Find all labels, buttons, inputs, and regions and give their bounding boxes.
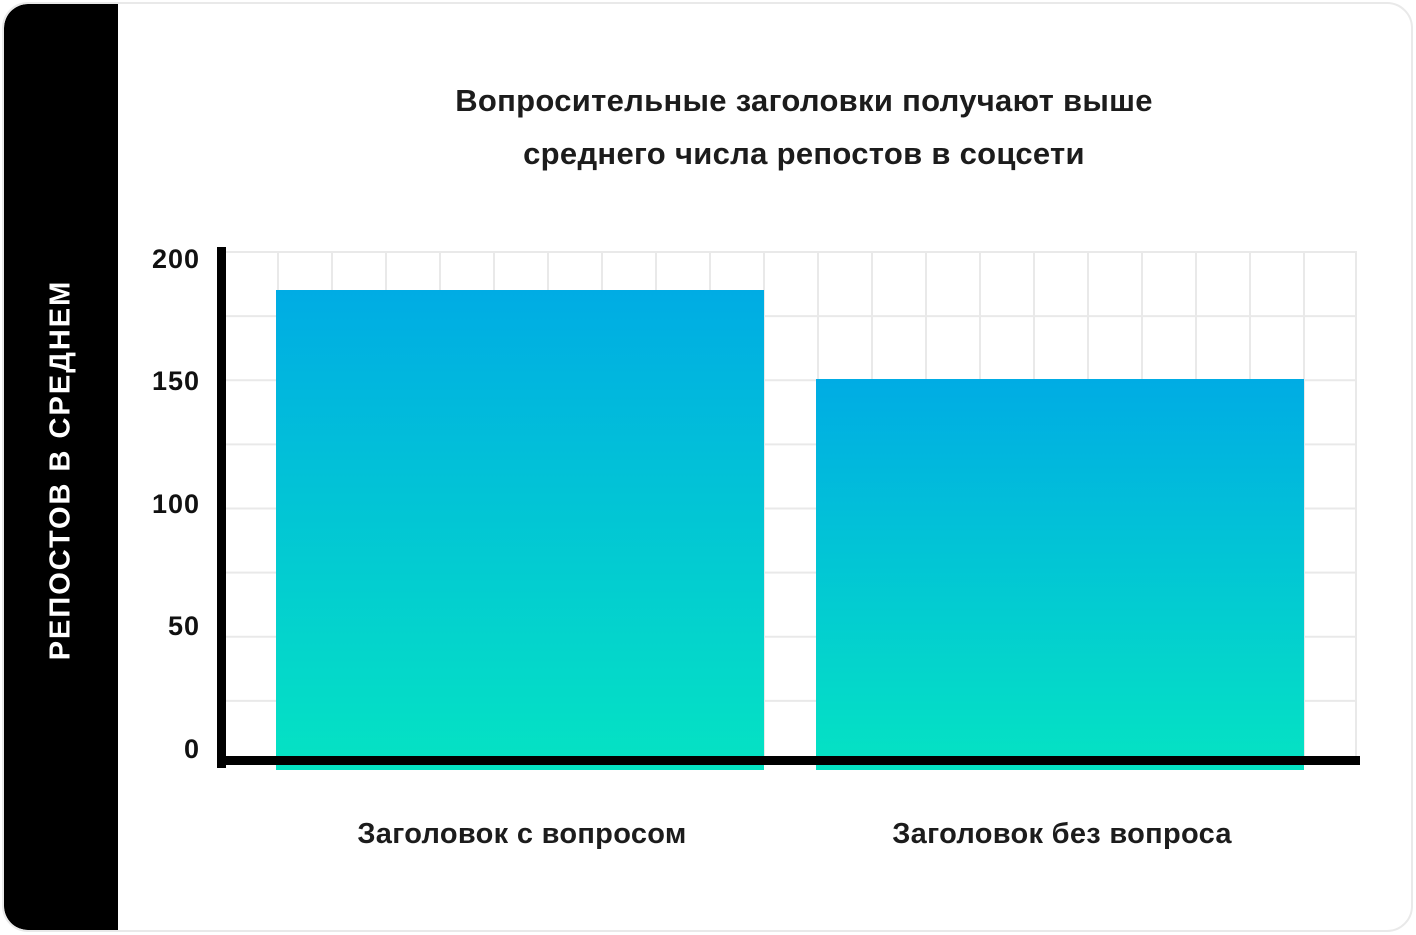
x-category-label-without-question: Заголовок без вопроса	[892, 818, 1232, 850]
plot-area	[223, 251, 1357, 770]
y-tick-100: 100	[151, 489, 200, 519]
y-tick-150: 150	[151, 366, 200, 396]
x-category-label-with-question: Заголовок с вопросом	[357, 818, 687, 850]
y-axis-title: РЕПОСТОВ В СРЕДНЕМ	[44, 279, 77, 661]
x-axis-line	[217, 756, 1360, 765]
y-axis-line	[217, 247, 226, 768]
bar-headline-with-question	[276, 289, 764, 770]
chart-title-line-1: Вопросительные заголовки получают выше	[455, 83, 1153, 118]
chart-title-line-2: среднего числа репостов в соцсети	[523, 136, 1085, 171]
y-tick-200: 200	[151, 244, 200, 274]
y-tick-50: 50	[167, 611, 200, 641]
chart-title: Вопросительные заголовки получают выше с…	[196, 74, 1411, 180]
bar-headline-without-question	[816, 379, 1304, 770]
y-tick-0: 0	[183, 734, 200, 764]
y-axis-title-sidebar: РЕПОСТОВ В СРЕДНЕМ	[4, 4, 118, 930]
